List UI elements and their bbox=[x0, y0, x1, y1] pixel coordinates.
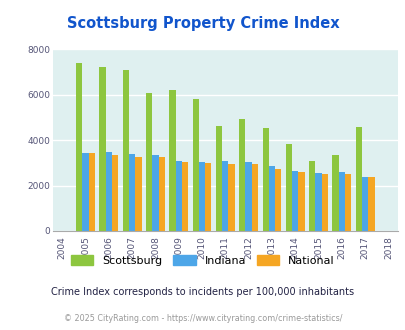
Bar bbox=[239, 119, 245, 231]
Bar bbox=[355, 127, 361, 231]
Bar bbox=[105, 151, 112, 231]
Bar bbox=[169, 90, 175, 231]
Bar bbox=[76, 63, 82, 231]
Bar bbox=[181, 162, 188, 231]
Text: Crime Index corresponds to incidents per 100,000 inhabitants: Crime Index corresponds to incidents per… bbox=[51, 287, 354, 297]
Bar bbox=[215, 125, 222, 231]
Bar bbox=[175, 161, 181, 231]
Bar bbox=[292, 171, 298, 231]
Bar bbox=[82, 153, 88, 231]
Bar bbox=[228, 164, 234, 231]
Bar bbox=[308, 161, 315, 231]
Bar bbox=[245, 162, 251, 231]
Bar bbox=[315, 173, 321, 231]
Bar bbox=[112, 155, 118, 231]
Bar bbox=[275, 169, 281, 231]
Bar bbox=[152, 155, 158, 231]
Bar bbox=[298, 172, 304, 231]
Text: © 2025 CityRating.com - https://www.cityrating.com/crime-statistics/: © 2025 CityRating.com - https://www.city… bbox=[64, 314, 341, 323]
Bar bbox=[192, 99, 198, 231]
Bar bbox=[88, 153, 95, 231]
Bar bbox=[99, 67, 105, 231]
Legend: Scottsburg, Indiana, National: Scottsburg, Indiana, National bbox=[71, 255, 334, 266]
Bar bbox=[332, 155, 338, 231]
Bar bbox=[321, 174, 327, 231]
Bar bbox=[222, 161, 228, 231]
Text: Scottsburg Property Crime Index: Scottsburg Property Crime Index bbox=[66, 16, 339, 31]
Bar bbox=[262, 128, 268, 231]
Bar bbox=[198, 162, 205, 231]
Bar bbox=[338, 172, 344, 231]
Bar bbox=[268, 166, 275, 231]
Bar bbox=[205, 163, 211, 231]
Bar bbox=[344, 174, 350, 231]
Bar bbox=[251, 164, 258, 231]
Bar bbox=[135, 157, 141, 231]
Bar bbox=[122, 70, 129, 231]
Bar bbox=[158, 157, 164, 231]
Bar bbox=[145, 93, 152, 231]
Bar bbox=[129, 154, 135, 231]
Bar bbox=[285, 144, 292, 231]
Bar bbox=[361, 177, 367, 231]
Bar bbox=[367, 177, 374, 231]
